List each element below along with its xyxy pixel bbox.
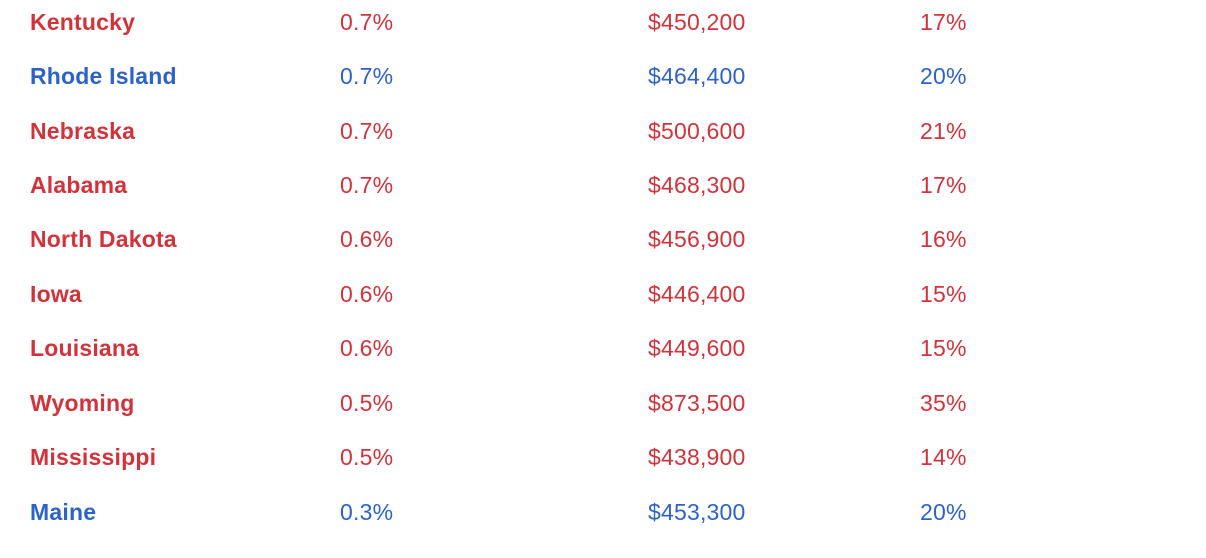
- rate-percent-value: 0.7%: [340, 117, 394, 144]
- rate-percent-value: 0.6%: [340, 226, 394, 253]
- share-percent-value: 35%: [920, 389, 967, 416]
- state-name: Maine: [30, 498, 97, 525]
- rate-percent-value: 0.7%: [340, 8, 394, 35]
- state-data-table: Kentucky 0.7% $450,200 17% Rhode Island …: [0, 0, 1206, 539]
- state-name: Iowa: [30, 280, 82, 307]
- state-name: North Dakota: [30, 226, 177, 253]
- rate-percent-value: 0.5%: [340, 444, 394, 471]
- rate-percent-value: 0.3%: [340, 498, 394, 525]
- state-name: Wyoming: [30, 389, 135, 416]
- table-row: North Dakota 0.6% $456,900 16%: [0, 213, 1206, 267]
- share-percent-value: 17%: [920, 8, 967, 35]
- dollar-amount-value: $464,400: [648, 63, 746, 90]
- share-percent-value: 16%: [920, 226, 967, 253]
- table-row: Maine 0.3% $453,300 20%: [0, 485, 1206, 539]
- rate-percent-value: 0.6%: [340, 280, 394, 307]
- rate-percent-value: 0.6%: [340, 335, 394, 362]
- share-percent-value: 20%: [920, 63, 967, 90]
- table-row: Kentucky 0.7% $450,200 17%: [0, 0, 1206, 49]
- table-row: Iowa 0.6% $446,400 15%: [0, 267, 1206, 321]
- table-row: Alabama 0.7% $468,300 17%: [0, 158, 1206, 212]
- state-name: Mississippi: [30, 444, 157, 471]
- share-percent-value: 15%: [920, 280, 967, 307]
- rate-percent-value: 0.7%: [340, 172, 394, 199]
- share-percent-value: 14%: [920, 444, 967, 471]
- table-row: Rhode Island 0.7% $464,400 20%: [0, 49, 1206, 103]
- state-name: Kentucky: [30, 8, 136, 35]
- share-percent-value: 20%: [920, 498, 967, 525]
- share-percent-value: 17%: [920, 172, 967, 199]
- table-row: Mississippi 0.5% $438,900 14%: [0, 431, 1206, 485]
- state-name: Louisiana: [30, 335, 140, 362]
- share-percent-value: 21%: [920, 117, 967, 144]
- dollar-amount-value: $446,400: [648, 280, 746, 307]
- dollar-amount-value: $500,600: [648, 117, 746, 144]
- table-row: Nebraska 0.7% $500,600 21%: [0, 104, 1206, 158]
- rate-percent-value: 0.5%: [340, 389, 394, 416]
- rate-percent-value: 0.7%: [340, 63, 394, 90]
- state-name: Nebraska: [30, 117, 136, 144]
- dollar-amount-value: $873,500: [648, 389, 746, 416]
- dollar-amount-value: $456,900: [648, 226, 746, 253]
- dollar-amount-value: $450,200: [648, 8, 746, 35]
- dollar-amount-value: $453,300: [648, 498, 746, 525]
- dollar-amount-value: $468,300: [648, 172, 746, 199]
- dollar-amount-value: $449,600: [648, 335, 746, 362]
- table-row: Louisiana 0.6% $449,600 15%: [0, 322, 1206, 376]
- share-percent-value: 15%: [920, 335, 967, 362]
- table-row: Wyoming 0.5% $873,500 35%: [0, 376, 1206, 430]
- dollar-amount-value: $438,900: [648, 444, 746, 471]
- state-name: Alabama: [30, 172, 128, 199]
- state-name: Rhode Island: [30, 63, 177, 90]
